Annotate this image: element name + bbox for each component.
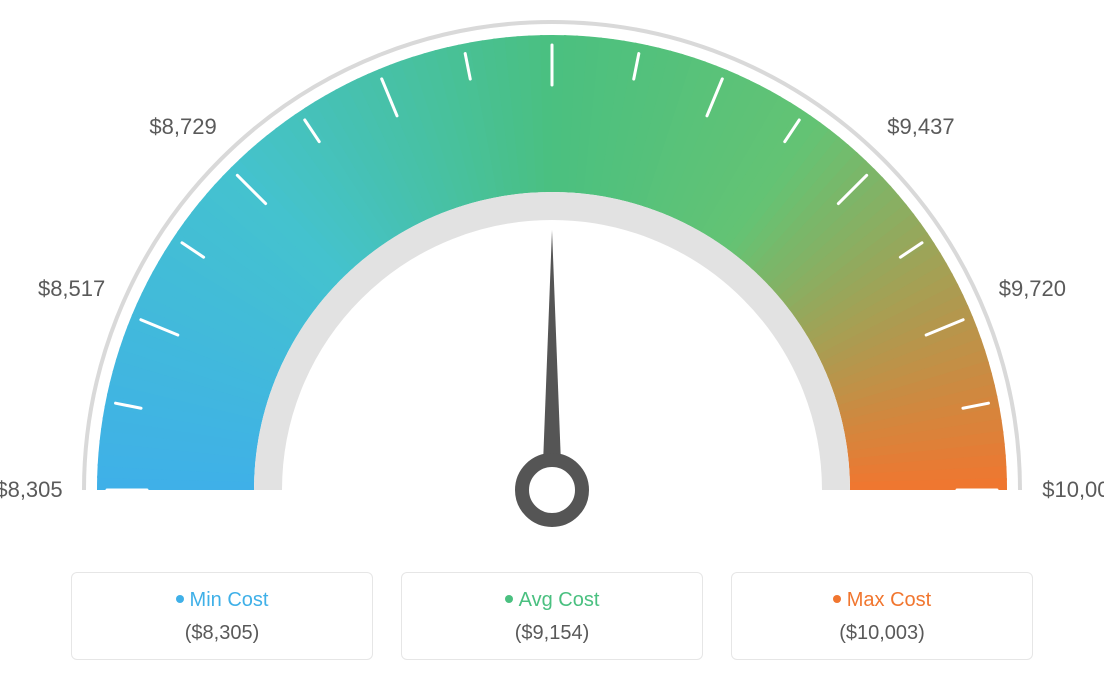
legend-title-text: Avg Cost	[519, 589, 600, 611]
legend-card-avg: Avg Cost ($9,154)	[401, 572, 703, 660]
dot-icon	[176, 595, 184, 603]
legend-row: Min Cost ($8,305) Avg Cost ($9,154) Max …	[0, 572, 1104, 660]
legend-card-min: Min Cost ($8,305)	[71, 572, 373, 660]
gauge-tick-label: $9,720	[999, 276, 1066, 302]
legend-title-min: Min Cost	[72, 589, 372, 612]
gauge-tick-label: $8,517	[38, 276, 105, 302]
gauge-chart: $8,305$8,517$8,729$9,154$9,437$9,720$10,…	[0, 0, 1104, 560]
gauge-tick-label: $8,305	[0, 477, 63, 503]
legend-value-max: ($10,003)	[732, 622, 1032, 645]
legend-value-avg: ($9,154)	[402, 622, 702, 645]
legend-title-text: Max Cost	[847, 589, 931, 611]
dot-icon	[505, 595, 513, 603]
legend-card-max: Max Cost ($10,003)	[731, 572, 1033, 660]
gauge-svg	[0, 0, 1104, 560]
gauge-tick-label: $10,003	[1042, 477, 1104, 503]
gauge-tick-label: $9,437	[887, 114, 954, 140]
dot-icon	[833, 595, 841, 603]
legend-title-max: Max Cost	[732, 589, 1032, 612]
legend-value-min: ($8,305)	[72, 622, 372, 645]
legend-title-text: Min Cost	[190, 589, 269, 611]
legend-title-avg: Avg Cost	[402, 589, 702, 612]
gauge-tick-label: $8,729	[149, 114, 216, 140]
